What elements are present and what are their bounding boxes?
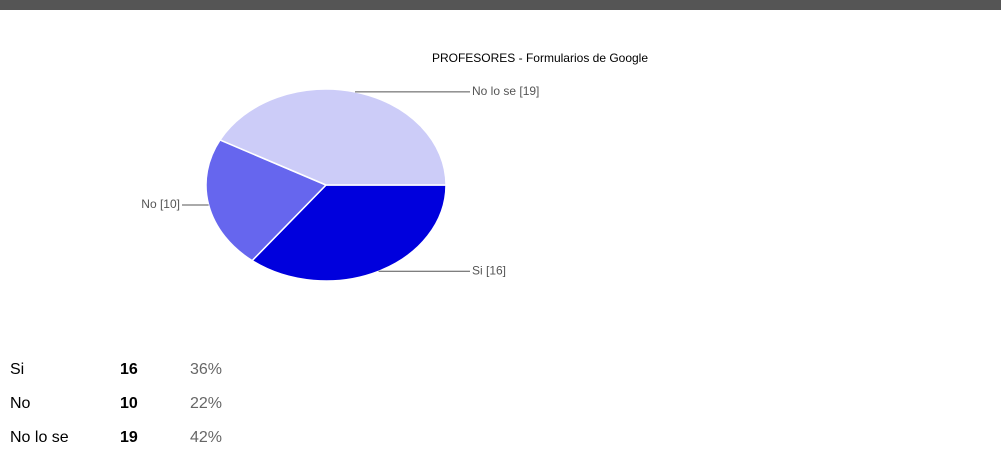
slice-label: No lo se [19] <box>472 84 539 98</box>
pie-slice <box>205 138 328 262</box>
row-count: 10 <box>120 395 138 412</box>
row-percent: 42% <box>190 429 222 446</box>
slice-label: No [10] <box>141 197 180 211</box>
row-label: Si <box>10 361 24 378</box>
row-percent: 22% <box>190 395 222 412</box>
row-count: 19 <box>120 429 138 446</box>
row-label: No lo se <box>10 429 69 446</box>
row-label: No <box>10 395 31 412</box>
pie-slice <box>218 88 447 186</box>
row-percent: 36% <box>190 361 222 378</box>
top-bar <box>0 0 1001 10</box>
slice-label: Si [16] <box>472 263 506 277</box>
row-count: 16 <box>120 361 138 378</box>
chart-title: PROFESORES - Formularios de Google <box>432 51 648 65</box>
